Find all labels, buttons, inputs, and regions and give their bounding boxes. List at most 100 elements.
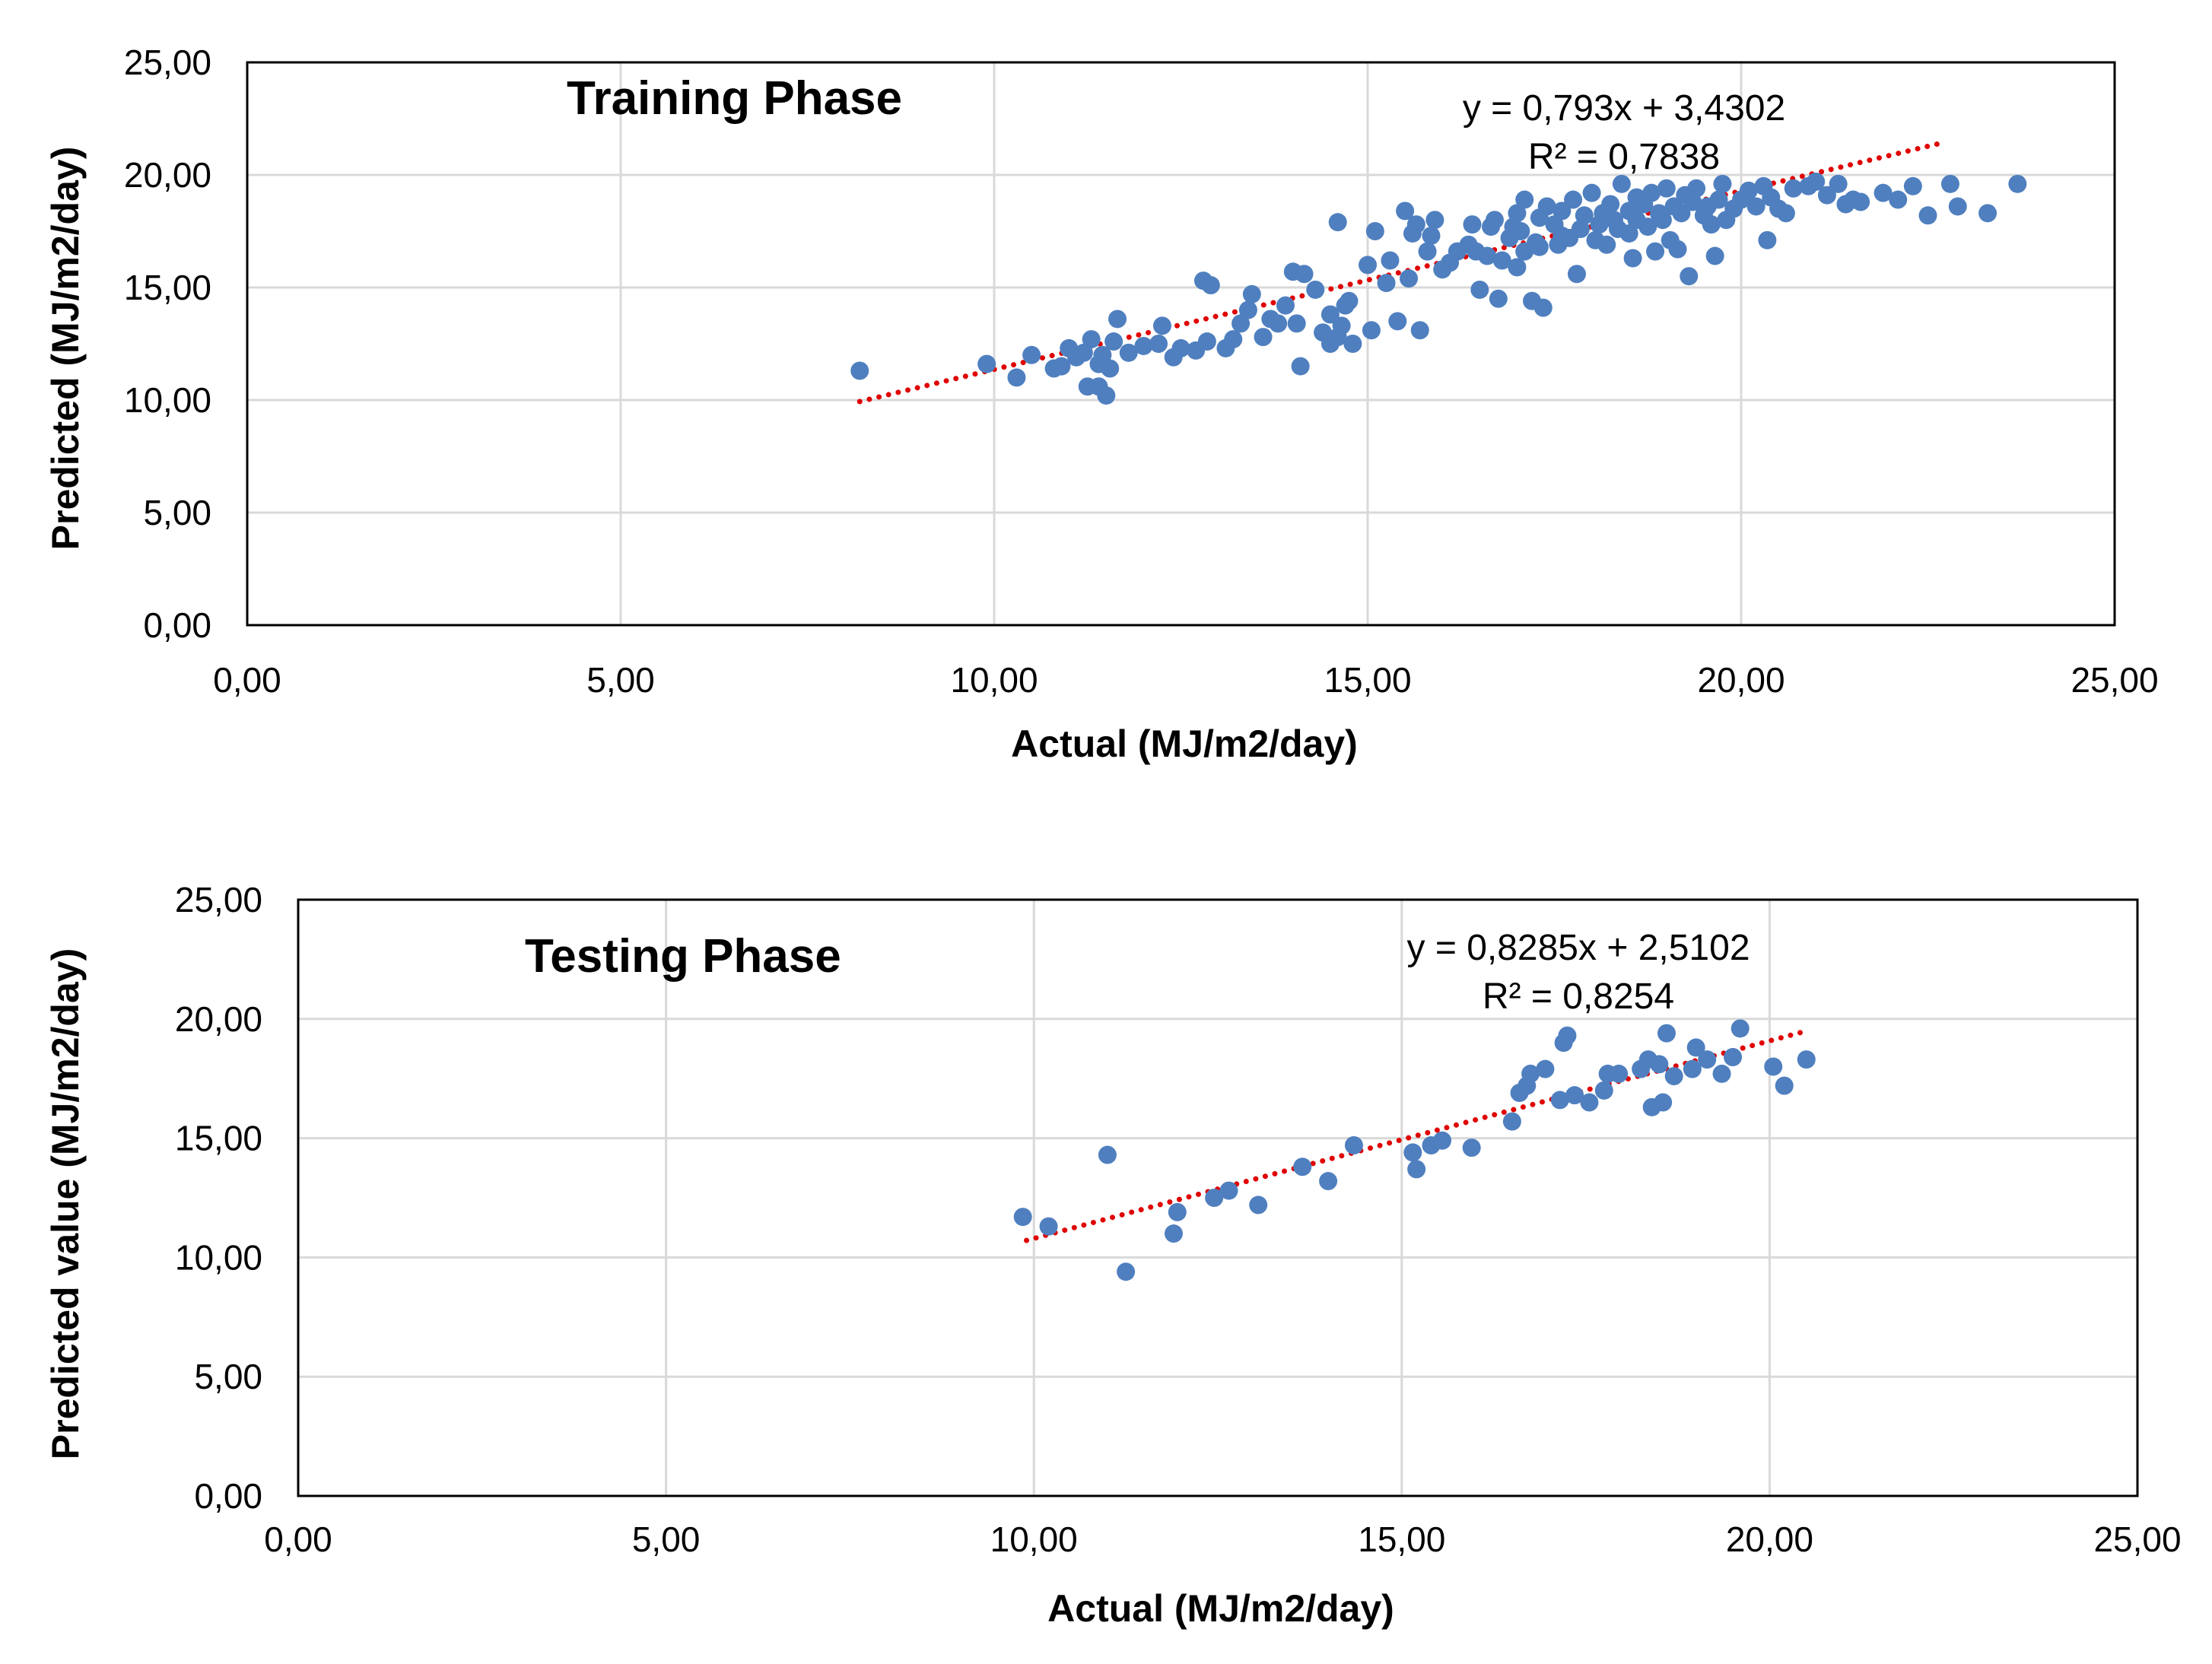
training-data-point [1668, 240, 1687, 259]
training-data-point [1108, 310, 1127, 329]
testing-data-point [1407, 1160, 1426, 1179]
training-data-point [1489, 289, 1508, 308]
testing-y-tick-label: 15,00 [175, 1119, 262, 1158]
training-data-point [1254, 328, 1273, 347]
testing-data-point [1698, 1050, 1717, 1069]
testing-data-point [1654, 1093, 1673, 1112]
training-data-point [1776, 204, 1795, 223]
testing-x-tick-label: 0,00 [264, 1520, 332, 1559]
training-data-point [1575, 206, 1594, 225]
training-data-point [1709, 190, 1728, 209]
testing-chart-title: Testing Phase [525, 930, 841, 983]
training-data-point [1287, 314, 1306, 333]
training-y-ticks: 0,00 5,00 10,00 15,00 20,00 25,00 [124, 43, 211, 645]
testing-chart: 0,00 5,00 10,00 15,00 20,00 25,00 0,00 5,00 10,… [44, 880, 2182, 1630]
training-data-point [1418, 242, 1437, 261]
testing-x-tick-label: 15,00 [1358, 1520, 1445, 1559]
testing-x-tick-label: 5,00 [632, 1520, 701, 1559]
training-data-point [1171, 338, 1190, 357]
training-data-point [1104, 332, 1123, 351]
testing-data-point [1764, 1057, 1783, 1076]
testing-data-point [1344, 1136, 1363, 1155]
training-data-point [1619, 224, 1638, 243]
testing-data-point [1117, 1262, 1136, 1281]
training-data-point [1362, 321, 1381, 340]
training-data-point [1537, 197, 1556, 216]
testing-data-point [1536, 1059, 1555, 1078]
training-data-point [2008, 174, 2027, 193]
training-data-point [1381, 251, 1400, 270]
training-data-point [1101, 359, 1120, 378]
training-data-point [1601, 195, 1620, 214]
testing-data-point [1550, 1091, 1569, 1110]
training-data-point [1470, 280, 1489, 299]
training-data-point [1463, 215, 1482, 234]
training-data-point [1672, 204, 1691, 223]
testing-data-point [1657, 1024, 1676, 1043]
testing-data-point [1164, 1224, 1183, 1243]
training-points-group [850, 172, 2027, 405]
training-data-point [1508, 204, 1527, 223]
training-data-point [1829, 174, 1848, 193]
training-data-point [1052, 357, 1071, 376]
training-data-point [1492, 251, 1511, 270]
training-data-point [1328, 213, 1347, 232]
training-data-point [1093, 345, 1112, 364]
testing-data-point [1650, 1055, 1669, 1074]
testing-data-point [1712, 1064, 1731, 1083]
training-data-point [1306, 280, 1325, 299]
testing-data-point [1683, 1059, 1702, 1078]
testing-y-tick-label: 0,00 [194, 1476, 262, 1516]
training-trendline [857, 140, 1946, 405]
testing-y-axis-title: Predicted value (MJ/m2/day) [44, 948, 87, 1459]
training-data-point [1567, 265, 1586, 284]
training-data-point [1332, 316, 1351, 335]
testing-data-point [1724, 1047, 1743, 1066]
testing-data-point [1594, 1081, 1613, 1100]
testing-data-point [1731, 1019, 1750, 1038]
training-data-point [1422, 226, 1441, 245]
testing-data-point [1565, 1086, 1584, 1105]
training-x-tick-label: 10,00 [950, 660, 1038, 700]
training-data-point [1705, 246, 1724, 265]
training-data-point [1807, 172, 1826, 191]
testing-data-point [1249, 1196, 1268, 1215]
training-data-point [1623, 249, 1642, 268]
training-data-point [1889, 190, 1908, 209]
training-data-point [977, 354, 996, 373]
training-data-point [1269, 314, 1288, 333]
training-data-point [1295, 265, 1314, 284]
testing-data-point [1403, 1143, 1422, 1162]
training-data-point [1340, 291, 1359, 310]
testing-y-ticks: 0,00 5,00 10,00 15,00 20,00 25,00 [175, 880, 262, 1516]
training-x-tick-label: 25,00 [2071, 660, 2158, 700]
training-data-point [1152, 316, 1171, 335]
training-chart: 0,00 5,00 10,00 15,00 20,00 25,00 0,00 5,00 10,… [44, 43, 2159, 765]
training-y-tick-label: 25,00 [124, 43, 211, 82]
training-y-tick-label: 10,00 [124, 380, 211, 420]
training-data-point [1597, 235, 1616, 254]
training-data-point [1425, 211, 1444, 230]
training-trend-equation: y = 0,793x + 3,4302 [1463, 88, 1785, 129]
testing-x-tick-label: 10,00 [990, 1520, 1078, 1559]
testing-data-point [1580, 1093, 1599, 1112]
testing-data-point [1432, 1131, 1451, 1150]
training-data-point [1396, 202, 1415, 221]
testing-data-point [1319, 1172, 1338, 1191]
training-data-point [1530, 237, 1549, 256]
training-data-point [1201, 276, 1220, 295]
training-data-point [1817, 186, 1836, 205]
training-data-point [1377, 274, 1396, 293]
training-data-point [1365, 222, 1384, 240]
testing-x-tick-label: 20,00 [1726, 1520, 1813, 1559]
training-data-point [1485, 211, 1504, 230]
training-trendline-group [857, 140, 1946, 405]
training-x-axis-title: Actual (MJ/m2/day) [1011, 722, 1358, 765]
training-x-tick-label: 15,00 [1324, 660, 1411, 700]
training-data-point [1242, 284, 1261, 303]
training-data-point [1359, 256, 1377, 275]
testing-data-point [1610, 1064, 1629, 1083]
testing-data-point [1205, 1189, 1224, 1207]
training-data-point [1343, 335, 1362, 353]
